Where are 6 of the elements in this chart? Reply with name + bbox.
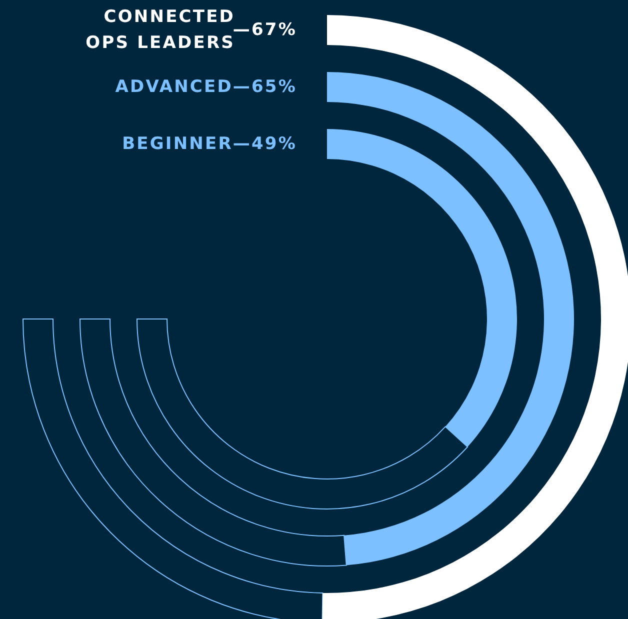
data-label: —67% (232, 20, 297, 40)
category-label: ADVANCED (115, 77, 233, 97)
category-label: CONNECTED OPS LEADERS (86, 7, 235, 53)
data-label: —49% (232, 134, 297, 154)
category-label: BEGINNER (122, 134, 233, 154)
data-label: —65% (232, 77, 297, 97)
